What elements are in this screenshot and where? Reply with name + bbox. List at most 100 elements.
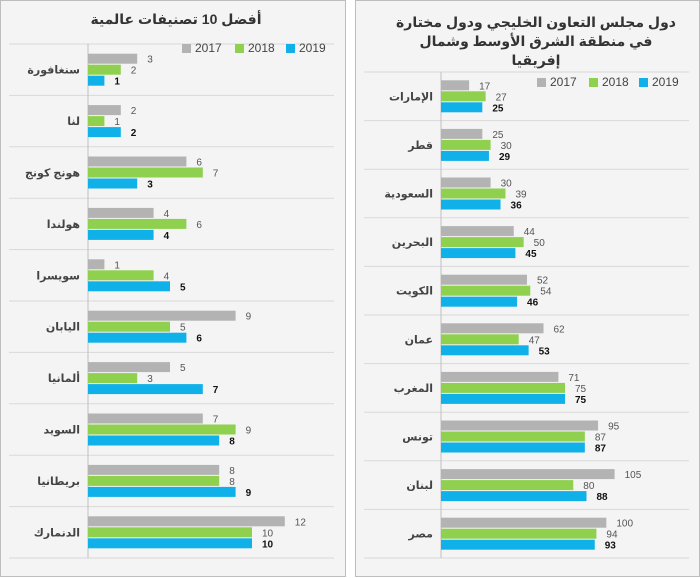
bar-2019 <box>88 435 220 446</box>
data-label: 3 <box>147 55 153 66</box>
data-label: 87 <box>595 444 607 455</box>
bar-2018 <box>88 218 187 229</box>
data-label: 10 <box>262 528 274 539</box>
data-label: 105 <box>625 470 642 481</box>
bar-2017 <box>88 53 138 64</box>
bar-2017 <box>88 207 154 218</box>
legend-label: 2019 <box>299 41 326 55</box>
right-bar-chart: 2017 2018 2019الإمارات172725قطر253029السعو… <box>364 71 689 559</box>
bar-2018 <box>441 528 597 539</box>
data-label: 44 <box>524 227 536 238</box>
bar-2017 <box>441 226 514 237</box>
data-label: 8 <box>229 466 235 477</box>
data-label: 1 <box>114 260 120 271</box>
data-label: 7 <box>213 385 219 396</box>
category-label: لنا <box>67 116 80 128</box>
category-label: سنغافورة <box>27 65 80 77</box>
legend-label: 2017 <box>195 41 222 55</box>
data-label: 30 <box>501 141 513 152</box>
category-label: الإمارات <box>389 91 433 103</box>
left-chart-panel: أفضل 10 تصنيفات عالمية 2017 2018 2019 سنغاف… <box>0 0 346 577</box>
data-label: 4 <box>164 271 170 282</box>
data-label: 93 <box>605 541 617 552</box>
bar-2017 <box>441 469 615 480</box>
data-label: 46 <box>527 298 539 309</box>
bar-2019 <box>441 199 501 210</box>
data-label: 3 <box>147 180 153 191</box>
data-label: 50 <box>534 238 546 249</box>
bar-2018 <box>88 167 203 178</box>
data-label: 2 <box>131 66 137 77</box>
bar-2018 <box>88 373 138 384</box>
data-label: 1 <box>114 117 120 128</box>
bar-2019 <box>88 229 154 240</box>
data-label: 2 <box>131 106 137 117</box>
data-label: 25 <box>492 130 504 141</box>
category-label: هولندا <box>47 219 80 231</box>
bar-2017 <box>441 128 483 139</box>
data-label: 100 <box>616 519 633 530</box>
legend-swatch <box>235 44 244 53</box>
data-label: 4 <box>164 209 170 220</box>
data-label: 12 <box>295 517 307 528</box>
data-label: 5 <box>180 323 186 334</box>
data-label: 80 <box>583 481 595 492</box>
data-label: 75 <box>575 384 587 395</box>
legend-label: 2019 <box>652 75 679 89</box>
data-label: 25 <box>492 103 504 114</box>
bar-2018 <box>441 139 491 150</box>
right-chart-title: دول مجلس التعاون الخليجي ودول مختارة في … <box>396 14 676 68</box>
data-label: 6 <box>196 220 202 231</box>
bar-2019 <box>88 75 105 86</box>
bar-2017 <box>88 259 105 270</box>
bar-2019 <box>88 332 187 343</box>
legend-label: 2018 <box>602 75 629 89</box>
right-chart-panel: دول مجلس التعاون الخليجي ودول مختارة في … <box>355 0 700 577</box>
data-label: 5 <box>180 363 186 374</box>
bar-2017 <box>88 464 220 475</box>
bar-2019 <box>441 150 489 161</box>
data-label: 8 <box>229 477 235 488</box>
data-label: 54 <box>540 287 552 298</box>
data-label: 9 <box>246 312 252 323</box>
legend-label: 2018 <box>248 41 275 55</box>
bar-2019 <box>88 384 203 395</box>
bar-2017 <box>88 156 187 167</box>
bar-2019 <box>441 248 516 259</box>
bar-2019 <box>441 393 565 404</box>
data-label: 71 <box>568 373 580 384</box>
bar-2017 <box>441 177 491 188</box>
bar-2018 <box>88 424 236 435</box>
bar-2017 <box>441 371 559 382</box>
data-label: 1 <box>114 77 120 88</box>
legend-swatch <box>537 78 546 87</box>
data-label: 6 <box>196 334 202 345</box>
bar-2019 <box>441 491 587 502</box>
bar-2017 <box>88 413 203 424</box>
data-label: 8 <box>229 437 235 448</box>
data-label: 2 <box>131 128 137 139</box>
category-label: عمان <box>405 334 433 346</box>
bar-2018 <box>441 480 574 491</box>
bar-2019 <box>88 538 252 549</box>
bar-2018 <box>441 237 524 248</box>
bar-2019 <box>88 178 138 189</box>
data-label: 6 <box>196 158 202 169</box>
data-label: 47 <box>529 335 541 346</box>
data-label: 88 <box>596 492 608 503</box>
panel-separator <box>348 0 353 577</box>
bar-2017 <box>88 105 121 116</box>
bar-2018 <box>441 188 506 199</box>
category-label: السويد <box>44 425 80 437</box>
bar-2019 <box>441 442 585 453</box>
bar-2017 <box>441 323 544 334</box>
data-label: 87 <box>595 433 607 444</box>
legend-label: 2017 <box>550 75 577 89</box>
category-label: المغرب <box>394 383 433 395</box>
data-label: 45 <box>525 249 537 260</box>
bar-2018 <box>88 321 170 332</box>
bar-2017 <box>441 517 607 528</box>
bar-2018 <box>88 116 105 127</box>
bar-2017 <box>88 310 236 321</box>
category-label: سويسرا <box>36 270 80 282</box>
